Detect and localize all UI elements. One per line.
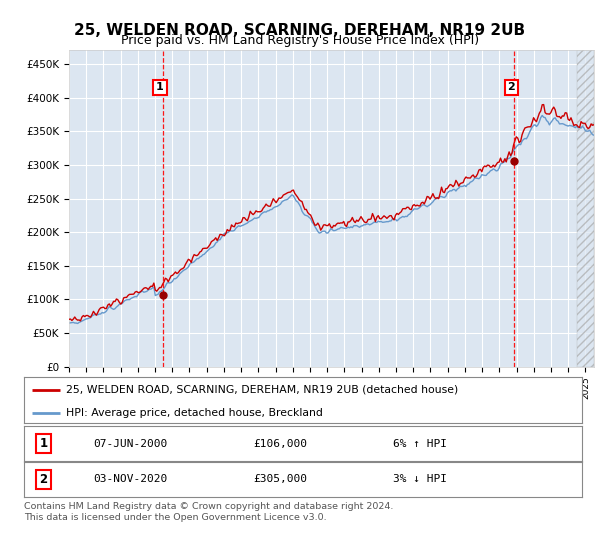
Text: 25, WELDEN ROAD, SCARNING, DEREHAM, NR19 2UB: 25, WELDEN ROAD, SCARNING, DEREHAM, NR19… bbox=[74, 24, 526, 38]
Text: 25, WELDEN ROAD, SCARNING, DEREHAM, NR19 2UB (detached house): 25, WELDEN ROAD, SCARNING, DEREHAM, NR19… bbox=[66, 385, 458, 395]
Text: HPI: Average price, detached house, Breckland: HPI: Average price, detached house, Brec… bbox=[66, 408, 323, 418]
Text: 2: 2 bbox=[40, 473, 47, 486]
Text: Price paid vs. HM Land Registry's House Price Index (HPI): Price paid vs. HM Land Registry's House … bbox=[121, 34, 479, 47]
Bar bbox=[577, 50, 594, 367]
Text: 1: 1 bbox=[40, 437, 47, 450]
Text: 03-NOV-2020: 03-NOV-2020 bbox=[93, 474, 167, 484]
Text: 2: 2 bbox=[508, 82, 515, 92]
Text: £305,000: £305,000 bbox=[254, 474, 308, 484]
Text: £106,000: £106,000 bbox=[254, 438, 308, 449]
Text: Contains HM Land Registry data © Crown copyright and database right 2024.
This d: Contains HM Land Registry data © Crown c… bbox=[24, 502, 394, 522]
Text: 3% ↓ HPI: 3% ↓ HPI bbox=[393, 474, 447, 484]
Text: 07-JUN-2000: 07-JUN-2000 bbox=[93, 438, 167, 449]
Text: 6% ↑ HPI: 6% ↑ HPI bbox=[393, 438, 447, 449]
Text: 1: 1 bbox=[156, 82, 164, 92]
